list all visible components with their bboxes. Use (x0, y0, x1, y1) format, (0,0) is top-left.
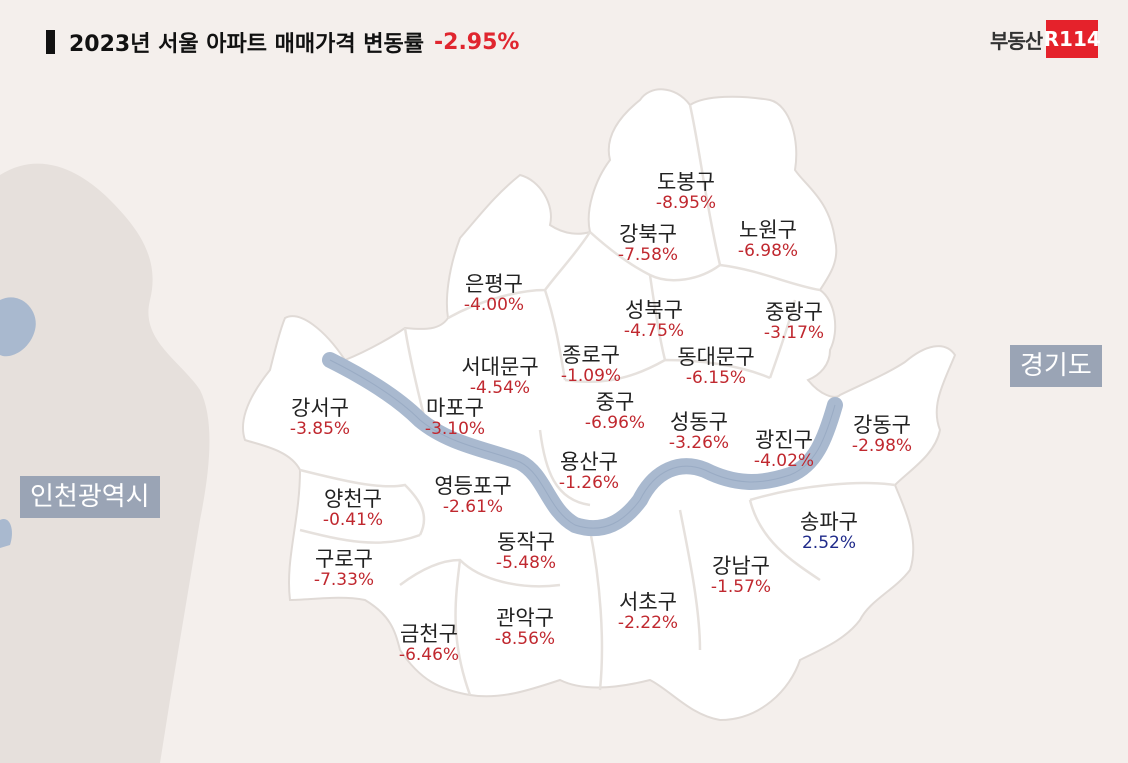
district-name: 종로구 (562, 343, 620, 367)
district-name: 성동구 (670, 410, 728, 434)
district-rate: -1.09% (560, 366, 622, 387)
title-marker (46, 30, 55, 54)
district-songpa: 송파구 2.52% (800, 510, 858, 554)
district-name: 강남구 (712, 554, 770, 578)
district-eunpyeong: 은평구 -4.00% (464, 272, 524, 316)
district-rate: -3.17% (763, 323, 825, 344)
district-name: 은평구 (465, 272, 523, 296)
district-yangcheon: 양천구 -0.41% (323, 487, 383, 531)
district-name: 강북구 (619, 222, 677, 246)
map-title: 2023년 서울 아파트 매매가격 변동률 -2.95% (46, 28, 520, 57)
district-gangbuk: 강북구 -7.58% (618, 222, 678, 266)
district-rate: -6.46% (398, 645, 460, 666)
district-name: 영등포구 (434, 474, 512, 498)
district-rate: -3.10% (424, 419, 486, 440)
logo-badge: R114 (1044, 20, 1101, 58)
label-incheon: 인천광역시 (20, 476, 160, 518)
district-name: 관악구 (496, 606, 554, 630)
district-mapo: 마포구 -3.10% (425, 396, 485, 440)
district-gwanak: 관악구 -8.56% (495, 606, 555, 650)
district-jung: 중구 -6.96% (585, 390, 645, 434)
incheon-water-south (0, 519, 12, 548)
district-name: 구로구 (315, 547, 373, 571)
district-guro: 구로구 -7.33% (314, 547, 374, 591)
district-gangnam: 강남구 -1.57% (711, 554, 771, 598)
district-rate: -3.85% (289, 419, 351, 440)
district-dongdaemun: 동대문구 -6.15% (677, 345, 754, 389)
district-dobong: 도봉구 -8.95% (656, 170, 716, 214)
district-gwangjin: 광진구 -4.02% (754, 428, 814, 472)
district-yongsan: 용산구 -1.26% (559, 450, 619, 494)
district-name: 강동구 (853, 413, 911, 437)
district-seongdong: 성동구 -3.26% (669, 410, 729, 454)
district-rate: -4.54% (469, 378, 531, 399)
district-rate: -8.56% (494, 629, 556, 650)
title-value: -2.95% (434, 29, 520, 55)
district-jongno: 종로구 -1.09% (561, 343, 621, 387)
district-rate: -2.61% (442, 497, 504, 518)
district-name: 양천구 (324, 487, 382, 511)
district-rate: -4.75% (623, 321, 685, 342)
district-dongjak: 동작구 -5.48% (496, 530, 556, 574)
district-seocho: 서초구 -2.22% (618, 590, 678, 634)
label-gyeonggi: 경기도 (1010, 345, 1102, 387)
district-rate: -4.00% (463, 295, 525, 316)
district-rate: -5.48% (495, 553, 557, 574)
district-rate: -7.33% (313, 570, 375, 591)
district-name: 중랑구 (765, 300, 823, 324)
seoul-outline (242, 88, 957, 722)
district-gangseo: 강서구 -3.85% (290, 396, 350, 440)
district-jungnang: 중랑구 -3.17% (764, 300, 824, 344)
district-rate: -1.57% (710, 577, 772, 598)
district-rate: -8.95% (655, 193, 717, 214)
district-rate: -6.15% (685, 368, 747, 389)
logo-text: 부동산 (990, 28, 1043, 53)
district-name: 서초구 (619, 590, 677, 614)
district-rate: -6.98% (737, 241, 799, 262)
han-river-edge (329, 359, 836, 529)
brand-logo: 부동산 R114 (990, 20, 1101, 58)
district-rate: -4.02% (753, 451, 815, 472)
district-name: 용산구 (560, 450, 618, 474)
district-rate: 2.52% (801, 533, 856, 554)
district-name: 강서구 (291, 396, 349, 420)
district-gangdong: 강동구 -2.98% (852, 413, 912, 457)
district-name: 동작구 (497, 530, 555, 554)
district-rate: -3.26% (668, 433, 730, 454)
district-name: 성북구 (625, 298, 683, 322)
district-name: 마포구 (426, 396, 484, 420)
district-borders (299, 104, 896, 696)
district-name: 도봉구 (657, 170, 715, 194)
district-seodaemun: 서대문구 -4.54% (461, 355, 538, 399)
title-text: 2023년 서울 아파트 매매가격 변동률 (69, 32, 424, 57)
district-name: 노원구 (739, 218, 797, 242)
district-rate: -1.26% (558, 473, 620, 494)
district-seongbuk: 성북구 -4.75% (624, 298, 684, 342)
district-name: 송파구 (800, 510, 858, 534)
district-name: 광진구 (755, 428, 813, 452)
district-name: 동대문구 (677, 345, 755, 369)
district-rate: -7.58% (617, 245, 679, 266)
district-rate: -0.41% (322, 510, 384, 531)
incheon-land (0, 163, 210, 763)
district-geumcheon: 금천구 -6.46% (399, 622, 459, 666)
district-yeongdeungpo: 영등포구 -2.61% (434, 474, 511, 518)
district-rate: -6.96% (584, 413, 646, 434)
district-nowon: 노원구 -6.98% (738, 218, 798, 262)
district-name: 서대문구 (461, 355, 539, 379)
district-rate: -2.98% (851, 436, 913, 457)
district-rate: -2.22% (617, 613, 679, 634)
district-name: 금천구 (400, 622, 458, 646)
incheon-water (0, 297, 36, 357)
district-name: 중구 (595, 390, 635, 414)
